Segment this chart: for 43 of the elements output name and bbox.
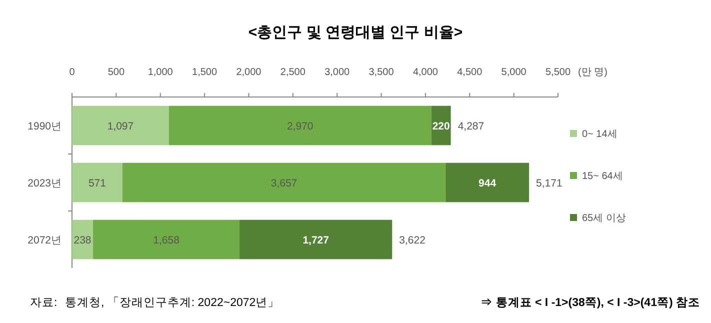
text: 통계청, 「장래인구추계: 2022~2072년」 [65, 296, 280, 309]
bar [122, 162, 446, 202]
x-tick-label: 4,500 [457, 67, 483, 78]
total-label: 5,171 [536, 178, 562, 190]
x-tick-label: 5,500 [545, 67, 571, 78]
data-label: 2,970 [287, 120, 314, 132]
x-tick-label: 0 [69, 67, 76, 78]
y-tick-label: 2072년 [28, 234, 62, 246]
bar [72, 162, 122, 202]
total-label: 3,622 [399, 234, 426, 246]
x-tick-label: 3,500 [368, 67, 394, 78]
text: 자료: [30, 297, 58, 309]
y-tick-label: 2023년 [28, 178, 62, 190]
data-label: 220 [432, 120, 450, 132]
total-label: 4,287 [458, 120, 484, 132]
x-tick-label: 2,000 [236, 67, 262, 78]
data-label: 571 [88, 178, 106, 190]
x-tick-label: 2,500 [280, 67, 306, 78]
bar [72, 106, 169, 146]
data-label: 1,097 [107, 120, 134, 132]
text: ⇒ 통계표 < I -1>(38쪽), < I -3>(41쪽) 참조 [480, 296, 700, 309]
y-tick-label: 1990년 [28, 120, 62, 132]
bar [168, 106, 432, 146]
chart-title: <총인구 및 연령대별 인구 비율> [248, 24, 463, 41]
data-label: 3,657 [270, 178, 298, 190]
data-label: 238 [74, 234, 92, 246]
legend-label: 0~ 14세 [582, 129, 618, 140]
legend-label: 15~ 64세 [582, 171, 623, 182]
bar [240, 220, 392, 260]
bar [72, 220, 94, 260]
data-label: 944 [478, 178, 496, 190]
x-tick-label: 5,000 [501, 67, 527, 78]
x-tick-label: 1,500 [192, 67, 218, 78]
x-tick-label: 500 [108, 67, 125, 78]
x-axis-title: (만 명) [578, 67, 608, 78]
legend-label: 65세 이상 [582, 213, 626, 224]
x-tick-label: 3,000 [324, 67, 350, 78]
bar [446, 162, 530, 202]
data-label: 1,727 [302, 234, 330, 246]
data-label: 1,658 [153, 234, 180, 246]
x-tick-label: 4,000 [412, 67, 438, 78]
x-tick-label: 1,000 [148, 67, 174, 78]
bar [93, 220, 240, 260]
